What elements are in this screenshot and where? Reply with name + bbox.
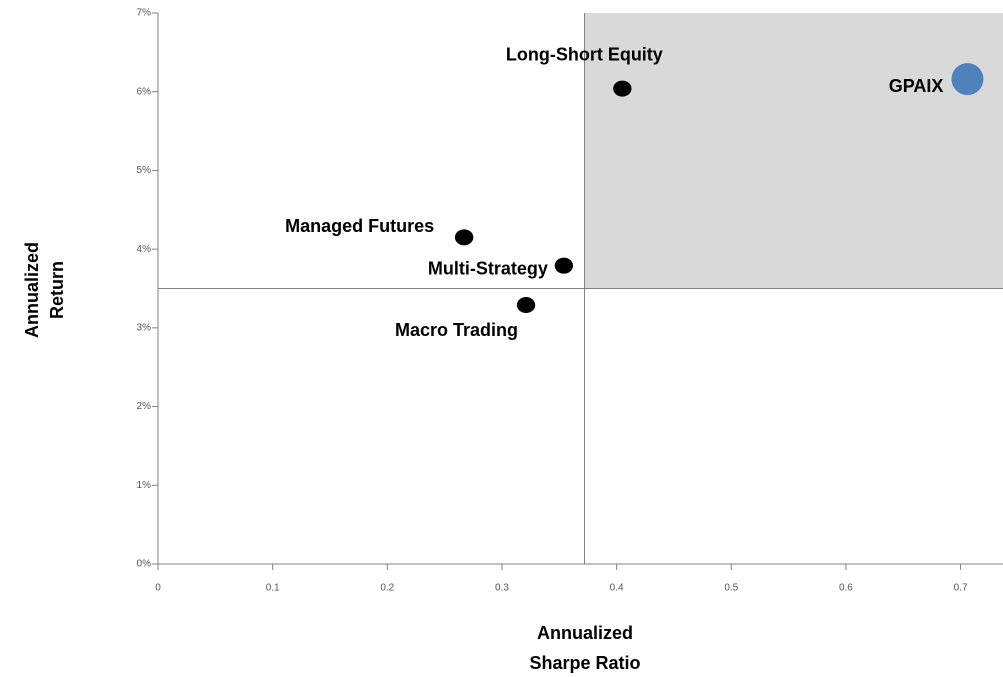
quadrant (584, 13, 1003, 289)
x-tick-label: 0.4 (610, 583, 624, 594)
x-tick-label: 0.2 (380, 583, 394, 594)
point-label: Long-Short Equity (506, 44, 663, 64)
x-axis-label: Annualized (537, 623, 633, 643)
x-tick-label: 0.3 (495, 583, 509, 594)
point-label: Managed Futures (285, 216, 434, 236)
x-axis-label: Sharpe Ratio (529, 653, 640, 673)
y-axis-label: Return (47, 261, 67, 319)
x-tick-label: 0.5 (724, 583, 738, 594)
point (613, 80, 632, 97)
y-tick-label: 2% (137, 401, 152, 412)
x-tick-label: 0.1 (266, 583, 280, 594)
point (951, 63, 984, 96)
y-tick-label: 7% (137, 8, 152, 19)
point-label: Macro Trading (395, 320, 518, 340)
y-tick-label: 1% (137, 480, 152, 491)
y-axis-label: Annualized (22, 242, 42, 338)
y-tick-label: 3% (137, 322, 152, 333)
x-tick-label: 0.6 (839, 583, 853, 594)
point (516, 297, 536, 314)
y-tick-label: 5% (137, 165, 152, 176)
point (454, 229, 474, 246)
y-tick-label: 0% (137, 559, 152, 570)
point-label: GPAIX (889, 76, 944, 96)
x-tick-label: 0 (155, 583, 161, 594)
y-tick-label: 6% (137, 86, 152, 97)
point-label: Multi-Strategy (428, 258, 548, 278)
x-tick-label: 0.7 (954, 583, 968, 594)
y-tick-label: 4% (137, 244, 152, 255)
point (554, 257, 574, 274)
